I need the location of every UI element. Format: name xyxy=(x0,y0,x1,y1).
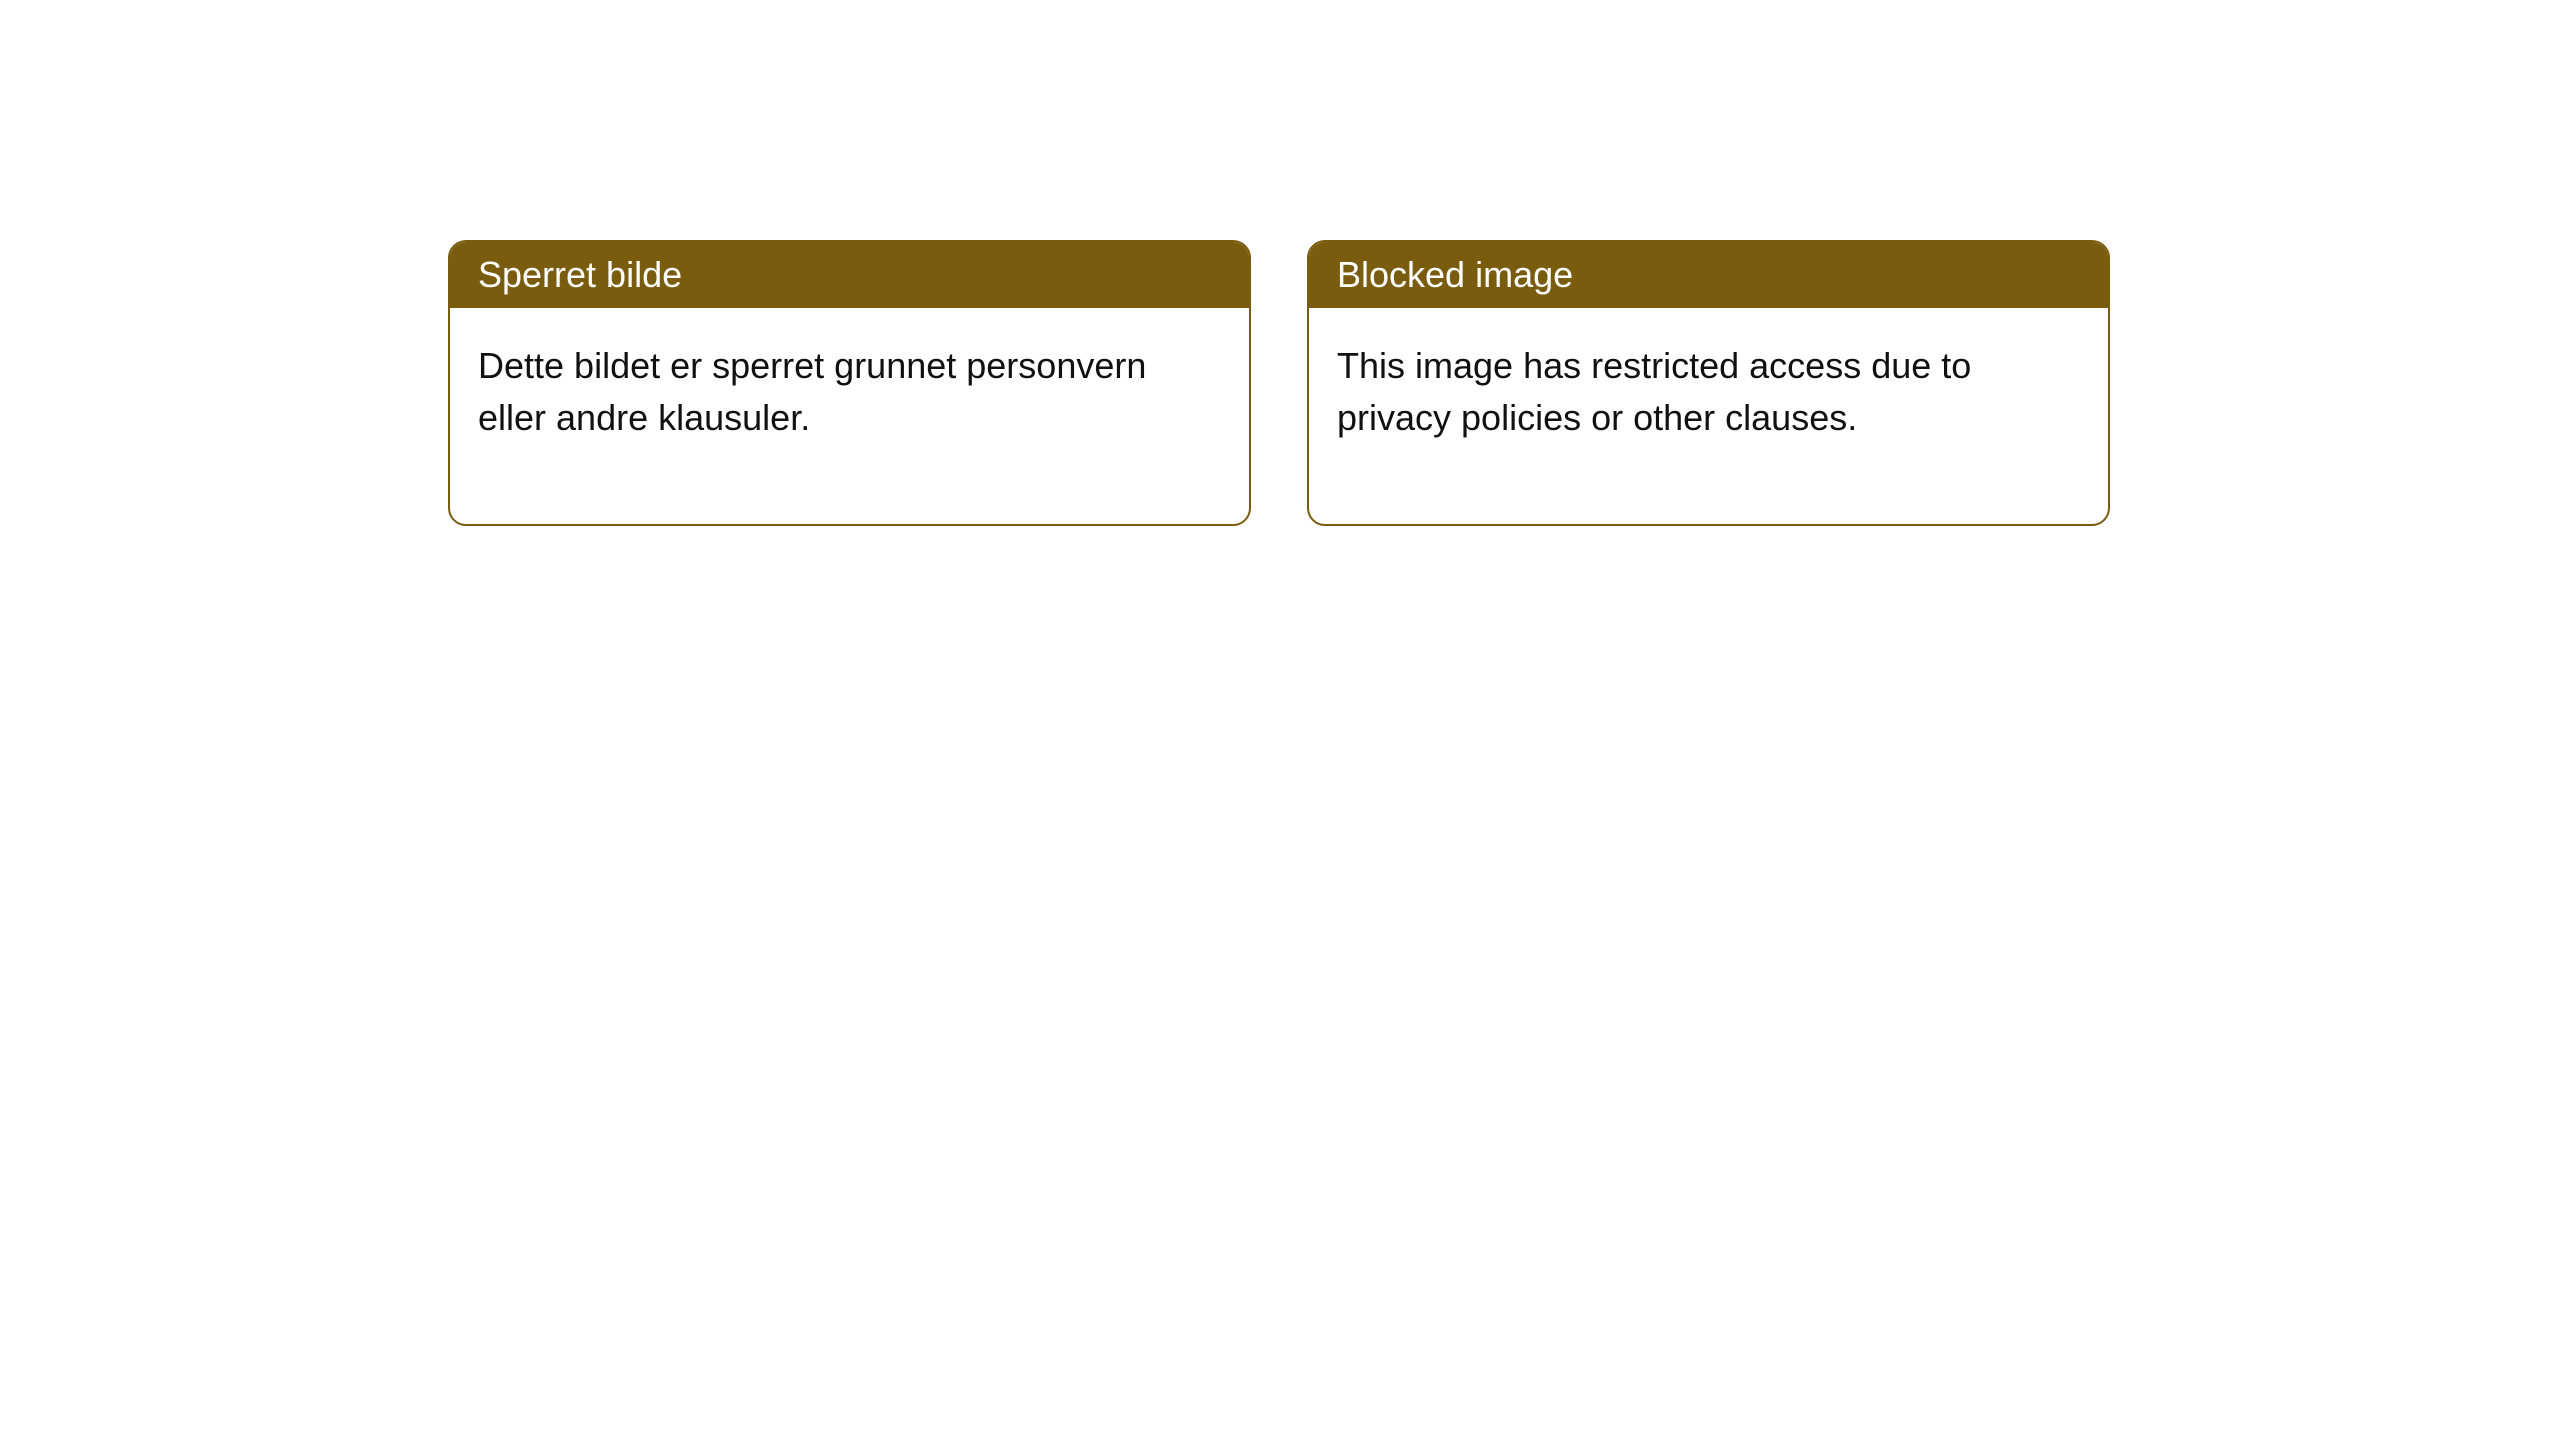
notice-container: Sperret bilde Dette bildet er sperret gr… xyxy=(0,0,2560,526)
notice-card-norwegian: Sperret bilde Dette bildet er sperret gr… xyxy=(448,240,1251,526)
notice-card-english: Blocked image This image has restricted … xyxy=(1307,240,2110,526)
notice-card-title: Sperret bilde xyxy=(450,242,1249,308)
notice-card-body: This image has restricted access due to … xyxy=(1309,308,2108,524)
notice-card-title: Blocked image xyxy=(1309,242,2108,308)
notice-card-body: Dette bildet er sperret grunnet personve… xyxy=(450,308,1249,524)
